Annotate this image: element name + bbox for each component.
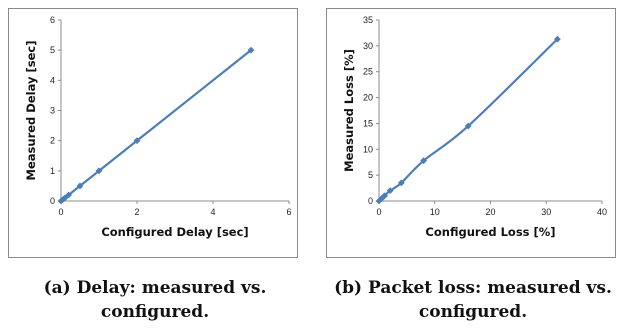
- y-tick-label: 1: [50, 166, 55, 176]
- y-tick-label: 0: [368, 196, 373, 206]
- series-line: [60, 49, 252, 202]
- caption-loss-line-2: configured.: [418, 302, 528, 322]
- data-point-marker: [59, 196, 67, 203]
- x-tick-label: 0: [376, 207, 381, 217]
- y-tick-label: 3: [50, 106, 55, 116]
- x-tick-label: 10: [430, 207, 440, 217]
- x-axis-label: Configured Loss [%]: [425, 225, 555, 239]
- series-line: [378, 38, 559, 202]
- y-tick-label: 35: [363, 15, 373, 25]
- y-tick-label: 2: [50, 136, 55, 146]
- x-tick-label: 4: [210, 207, 215, 217]
- x-tick-label: 40: [597, 207, 607, 217]
- x-tick-label: 2: [134, 207, 139, 217]
- loss-chart: 0 5 10 15 20 25 30 35 0 10 20 30 40 Configured Loss […: [342, 15, 607, 239]
- y-tick-label: 30: [363, 41, 373, 51]
- caption-delay-line-1: (a) Delay: measured vs.: [43, 278, 267, 298]
- y-tick-label: 5: [368, 170, 373, 180]
- chart-frame: [326, 8, 616, 258]
- y-tick-label: 4: [50, 75, 55, 85]
- y-tick-label: 10: [363, 144, 373, 154]
- data-point-marker: [61, 194, 69, 202]
- data-point-marker: [76, 182, 84, 190]
- y-tick-label: 5: [50, 45, 55, 55]
- data-point-marker: [420, 157, 427, 165]
- y-tick-label: 20: [363, 93, 373, 103]
- data-point-marker: [247, 46, 255, 54]
- y-axis-label: Measured Loss [%]: [342, 49, 356, 172]
- x-axis-label: Configured Delay [sec]: [101, 225, 248, 239]
- chart-panel-delay: 0 1 2 3 4 5 6 0 2 4 6 Configured Delay [sec] Measure…: [0, 0, 300, 332]
- y-tick-label: 0: [50, 196, 55, 206]
- data-point-marker: [464, 122, 472, 130]
- chart-panel-loss: 0 5 10 15 20 25 30 35 0 10 20 30 40 Configured Loss […: [318, 0, 618, 332]
- data-point-marker: [378, 195, 386, 202]
- x-tick-label: 20: [485, 207, 495, 217]
- x-tick-label: 30: [541, 207, 551, 217]
- data-point-marker: [554, 35, 561, 43]
- data-point-marker: [397, 179, 405, 187]
- delay-chart: 0 1 2 3 4 5 6 0 2 4 6 Configured Delay [sec] Measure…: [24, 15, 292, 239]
- caption-loss-line-1: (b) Packet loss: measured vs.: [334, 278, 612, 298]
- data-point-marker: [133, 137, 141, 145]
- data-point-marker: [381, 192, 388, 200]
- data-point-marker: [386, 187, 394, 195]
- x-tick-label: 6: [286, 207, 291, 217]
- y-tick-label: 25: [363, 67, 373, 77]
- y-tick-label: 6: [50, 15, 55, 25]
- x-tick-label: 0: [58, 207, 63, 217]
- caption-loss: (b) Packet loss: measured vs. configured…: [318, 276, 628, 324]
- y-axis-label: Measured Delay [sec]: [24, 41, 38, 181]
- caption-delay: (a) Delay: measured vs. configured.: [0, 276, 310, 324]
- caption-delay-line-2: configured.: [100, 302, 210, 322]
- y-tick-label: 15: [363, 118, 373, 128]
- data-point-marker: [95, 167, 103, 175]
